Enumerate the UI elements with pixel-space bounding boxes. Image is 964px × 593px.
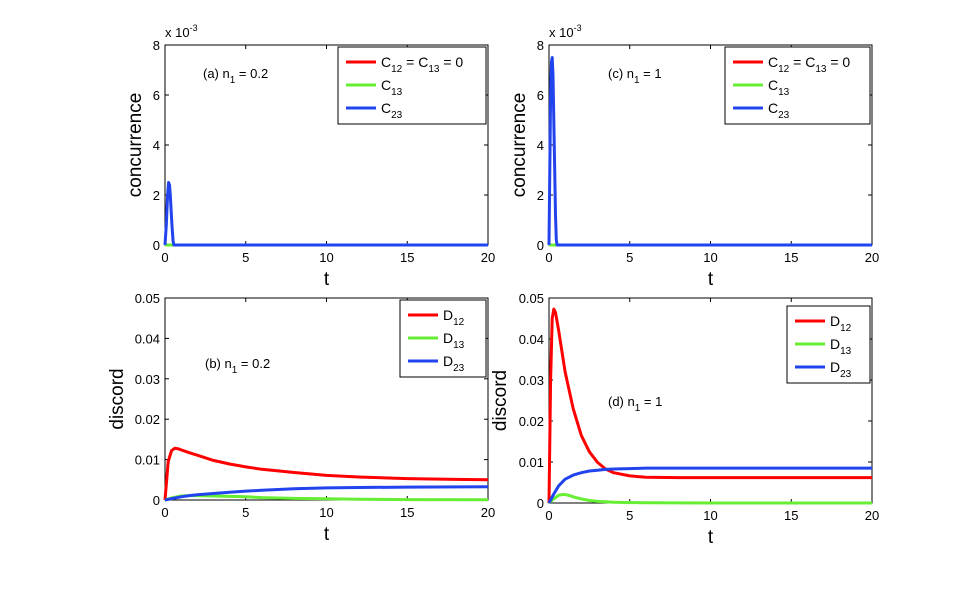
y-axis-label: concurrence (125, 93, 146, 198)
x-tick-label: 10 (319, 505, 333, 520)
y-axis-label: discord (490, 370, 511, 431)
x-axis-label: t (708, 269, 714, 290)
panel-a: 0 5 10 15 20 0 2 4 6 8 x 10-3 t concurrence (a) n1 = … (125, 23, 495, 290)
x-tick-label: 0 (545, 508, 552, 523)
series-line-c23 (547, 56, 872, 247)
x-tick-label: 10 (703, 250, 717, 265)
legend-entry: C23 (381, 100, 403, 121)
legend-entry: D23 (830, 359, 852, 380)
y-axis-label: discord (107, 368, 128, 429)
y-tick-label: 0.02 (135, 412, 160, 427)
y-tick-label: 6 (537, 88, 544, 103)
series-line-d12 (163, 446, 489, 501)
x-tick-label: 0 (161, 505, 168, 520)
series-line-d23 (164, 485, 489, 502)
y-tick-label: 6 (153, 88, 160, 103)
y-tick-label: 4 (537, 138, 544, 153)
y-axis-label: concurrence (509, 93, 530, 198)
panel-c: 0 5 10 15 20 0 2 4 6 8 x 10-3 t concurrence (c) n1 = … (509, 23, 879, 290)
y-tick-label: 0.03 (519, 373, 544, 388)
x-tick-label: 20 (481, 250, 495, 265)
legend-entry: C12 = C13 = 0 (381, 54, 463, 75)
x-tick-label: 10 (319, 250, 333, 265)
series-line-d23 (547, 466, 872, 504)
x-tick-label: 5 (626, 508, 633, 523)
legend-entry: C13 (381, 77, 403, 98)
y-tick-label: 4 (153, 138, 160, 153)
legend-entry: D12 (830, 313, 852, 334)
series-line-c23 (163, 181, 488, 247)
x-tick-label: 20 (865, 508, 879, 523)
y-tick-label: 0.01 (135, 453, 160, 468)
series-line-d13 (548, 492, 872, 505)
x-tick-label: 10 (703, 508, 717, 523)
legend-entry: C12 = C13 = 0 (768, 54, 850, 75)
x-axis-label: t (324, 269, 330, 290)
y-tick-label: 0.03 (135, 372, 160, 387)
x-tick-label: 15 (784, 508, 798, 523)
y-tick-label: 0.05 (519, 291, 544, 306)
x-tick-label: 5 (242, 250, 249, 265)
x-tick-label: 5 (626, 250, 633, 265)
y-tick-label: 0.01 (519, 455, 544, 470)
y-tick-label: 2 (537, 188, 544, 203)
panel-annotation: (d) n1 = 1 (608, 394, 662, 414)
x-tick-label: 15 (400, 250, 414, 265)
x-axis-label: t (708, 527, 714, 548)
x-tick-label: 15 (400, 505, 414, 520)
y-tick-label: 0.02 (519, 414, 544, 429)
y-tick-label: 0.05 (135, 291, 160, 306)
legend-entry: D23 (443, 353, 465, 374)
y-tick-label: 8 (537, 38, 544, 53)
x-axis-label: t (324, 524, 330, 545)
series-line-d12 (547, 307, 872, 504)
x-tick-label: 0 (161, 250, 168, 265)
panel-d: 0 5 10 15 20 0 0.01 0.02 0.03 0.04 0.05 t discord (d)… (490, 291, 879, 548)
x-tick-label: 20 (481, 505, 495, 520)
legend-entry: D13 (830, 336, 852, 357)
panel-annotation: (b) n1 = 0.2 (205, 356, 270, 376)
y-tick-label: 0.04 (135, 331, 160, 346)
x-tick-label: 15 (784, 250, 798, 265)
y-tick-label: 0 (153, 493, 160, 508)
legend-entry: C23 (768, 100, 790, 121)
y-tick-label: 0 (537, 496, 544, 511)
panel-b: 0 5 10 15 20 0 0.01 0.02 0.03 0.04 0.05 t discord (b)… (107, 291, 495, 545)
y-exponent-label: x 10-3 (165, 23, 198, 40)
panel-annotation: (a) n1 = 0.2 (203, 66, 268, 86)
y-tick-label: 2 (153, 188, 160, 203)
y-tick-label: 8 (153, 38, 160, 53)
x-tick-label: 5 (242, 505, 249, 520)
x-tick-label: 20 (865, 250, 879, 265)
y-tick-label: 0 (153, 238, 160, 253)
panel-annotation: (c) n1 = 1 (608, 66, 662, 86)
x-tick-label: 0 (545, 250, 552, 265)
y-tick-label: 0 (537, 238, 544, 253)
y-exponent-label: x 10-3 (549, 23, 582, 40)
legend-entry: D12 (443, 307, 465, 328)
y-tick-label: 0.04 (519, 332, 544, 347)
legend-entry: D13 (443, 330, 465, 351)
legend-entry: C13 (768, 77, 790, 98)
